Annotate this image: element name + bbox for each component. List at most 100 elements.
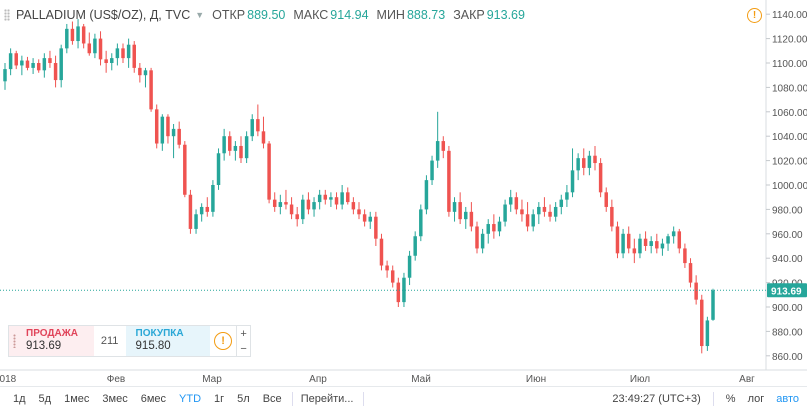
candle-body	[531, 214, 535, 227]
candle-body	[160, 116, 165, 144]
range-button[interactable]: Все	[262, 393, 282, 405]
candle-body	[31, 63, 35, 68]
candle-body	[362, 214, 367, 222]
candle-body	[317, 194, 322, 203]
y-tick-label: 1080.00	[772, 83, 807, 94]
range-button[interactable]: YTD	[179, 393, 202, 405]
buy-label: ПОКУПКА	[135, 328, 184, 339]
range-button[interactable]: 1д	[13, 393, 26, 405]
trade-info-button[interactable]: !	[210, 326, 236, 356]
y-tick-label: 1040.00	[772, 132, 807, 143]
info-icon[interactable]: !	[747, 8, 762, 23]
symbol-title[interactable]: PALLADIUM (US$/OZ), Д, TVC	[16, 8, 191, 22]
candle-body	[508, 197, 513, 205]
candle-body	[430, 160, 434, 181]
range-button[interactable]: 5д	[38, 393, 52, 405]
candle-body	[464, 211, 468, 220]
candle-body	[660, 243, 665, 249]
auto-toggle[interactable]: авто	[776, 393, 799, 405]
candle-body	[205, 206, 210, 212]
chevron-down-icon[interactable]: ▼	[195, 10, 205, 20]
sell-value: 913.69	[26, 340, 62, 352]
candle-body	[621, 233, 625, 254]
y-tick-label: 980.00	[772, 205, 803, 216]
candle-body	[115, 48, 120, 59]
candle-body	[149, 70, 153, 110]
drag-handle-icon[interactable]	[4, 9, 10, 21]
candle-body	[306, 199, 311, 210]
candle-body	[329, 197, 333, 200]
x-tick-label: Мар	[202, 374, 222, 385]
drag-handle-icon[interactable]	[13, 334, 16, 348]
x-tick-label: Апр	[309, 374, 327, 385]
candle-body	[582, 158, 586, 168]
candle-body	[357, 209, 361, 215]
high-value: 914.94	[330, 8, 369, 22]
candle-body	[435, 141, 440, 161]
candle-body	[42, 58, 47, 71]
plus-button[interactable]: +	[240, 327, 247, 340]
quantity-stepper: + −	[236, 326, 250, 356]
candle-body	[694, 282, 698, 300]
candlestick-chart[interactable]: 860.00880.00900.00920.00940.00960.00980.…	[0, 0, 807, 386]
range-button[interactable]: 5л	[237, 393, 250, 405]
range-button[interactable]: 1мес	[64, 393, 90, 405]
candle-body	[166, 116, 170, 137]
candle-body	[666, 236, 670, 244]
range-button[interactable]: 1г	[214, 393, 225, 405]
goto-button[interactable]: Перейти...	[300, 393, 354, 405]
candle-body	[323, 194, 328, 200]
candle-body	[216, 153, 221, 185]
candle-body	[688, 263, 693, 283]
candle-body	[126, 44, 131, 59]
candle-body	[643, 238, 648, 246]
x-tick-label: Фев	[107, 374, 125, 385]
percent-toggle[interactable]: %	[725, 393, 736, 405]
candle-body	[194, 214, 198, 229]
candle-body	[525, 214, 530, 227]
candle-body	[110, 58, 114, 63]
candle-body	[138, 67, 142, 76]
candle-body	[171, 128, 176, 137]
candle-body	[70, 28, 75, 42]
trade-panel: ПРОДАЖА 913.69 211 ПОКУПКА 915.80 ! + −	[8, 325, 251, 357]
candle-body	[250, 119, 254, 137]
candle-body	[610, 206, 614, 227]
range-button[interactable]: 6мес	[140, 393, 167, 405]
candle-body	[368, 216, 372, 222]
buy-value: 915.80	[135, 340, 171, 352]
candle-body	[65, 28, 69, 49]
candle-body	[520, 209, 524, 215]
candle-body	[98, 38, 103, 60]
y-tick-label: 960.00	[772, 230, 803, 241]
divider	[291, 392, 293, 406]
candle-body	[233, 145, 238, 151]
close-value: 913.69	[486, 8, 525, 22]
range-button[interactable]: 3мес	[102, 393, 128, 405]
candle-body	[497, 221, 502, 232]
minus-button[interactable]: −	[240, 342, 247, 355]
open-label: ОТКР	[212, 8, 246, 22]
sell-button[interactable]: ПРОДАЖА 913.69	[9, 326, 94, 356]
candle-body	[87, 43, 92, 54]
candle-body	[655, 241, 659, 249]
clock[interactable]: 23:49:27 (UTC+3)	[612, 393, 701, 405]
candle-body	[25, 60, 30, 68]
candle-body	[59, 48, 63, 81]
buy-button[interactable]: ПОКУПКА 915.80	[125, 326, 211, 356]
y-tick-label: 940.00	[772, 254, 803, 265]
candle-body	[183, 144, 187, 195]
candle-body	[81, 26, 86, 44]
candle-body	[261, 131, 266, 144]
candle-body	[379, 238, 384, 266]
candle-body	[469, 211, 474, 227]
y-tick-label: 1020.00	[772, 157, 807, 168]
x-tick-label: 2018	[0, 374, 17, 385]
y-tick-label: 1060.00	[772, 108, 807, 119]
log-toggle[interactable]: лог	[747, 393, 765, 405]
candle-body	[671, 231, 676, 237]
candle-body	[239, 145, 243, 159]
candle-body	[458, 202, 462, 220]
candle-body	[222, 136, 226, 154]
